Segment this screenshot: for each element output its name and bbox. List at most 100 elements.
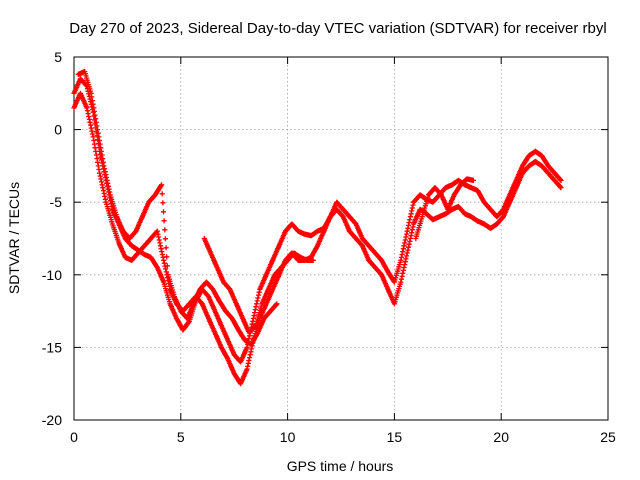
data-point [97, 170, 103, 176]
data-point [254, 301, 260, 307]
data-point [401, 243, 407, 249]
data-point [400, 249, 406, 255]
data-point [407, 214, 413, 220]
data-point [406, 219, 412, 226]
data-point [398, 276, 404, 282]
data-point [310, 257, 316, 263]
x-tick-label: 15 [387, 429, 403, 445]
data-point [90, 101, 96, 107]
data-point [159, 251, 165, 258]
data-point [95, 159, 101, 165]
data-point [106, 186, 112, 192]
data-point [249, 321, 255, 327]
data-point [558, 177, 564, 183]
data-point [401, 264, 407, 271]
data-point [161, 218, 167, 224]
data-point [98, 148, 104, 154]
y-tick-label: -10 [42, 267, 62, 283]
data-point [400, 270, 406, 276]
data-point [409, 227, 415, 233]
data-point [404, 228, 410, 234]
y-tick-label: 5 [54, 49, 62, 65]
y-tick-label: -5 [50, 194, 63, 210]
data-point [244, 344, 250, 350]
data-point [98, 176, 104, 182]
data-point [407, 235, 413, 242]
data-point [403, 256, 409, 262]
data-point [90, 134, 96, 140]
data-point [470, 177, 476, 183]
data-point [244, 366, 250, 372]
series-track-3 [75, 68, 280, 348]
data-point [274, 301, 280, 307]
data-point [398, 254, 404, 260]
data-point [101, 190, 107, 197]
series-track-4 [201, 235, 316, 336]
data-point [162, 227, 168, 233]
x-tick-label: 10 [280, 429, 296, 445]
y-tick-label: -15 [42, 339, 62, 355]
data-point [93, 119, 99, 125]
data-point [158, 183, 164, 189]
x-tick-label: 5 [177, 429, 185, 445]
data-point [161, 257, 167, 263]
data-point [89, 128, 95, 134]
data-point [247, 352, 253, 358]
data-point [246, 357, 252, 364]
data-point [252, 323, 258, 329]
data-point [105, 180, 111, 186]
data-point [100, 185, 106, 191]
data-point [155, 231, 161, 237]
plot-border [73, 56, 609, 421]
series-track-2 [71, 90, 564, 387]
data-point [406, 241, 412, 247]
data-point [159, 182, 165, 188]
x-axis: 0 5 10 15 20 25 [70, 57, 616, 445]
y-axis: 5 0 -5 -10 -15 -20 [42, 49, 608, 428]
data-point [164, 263, 170, 269]
data-point [404, 250, 410, 256]
data-point [92, 145, 98, 151]
data-point [162, 236, 168, 242]
x-axis-label: GPS time / hours [287, 458, 394, 474]
series-layer [71, 68, 564, 387]
plot-area [74, 57, 608, 420]
y-axis-label: SDTVAR / TECUs [6, 182, 22, 294]
data-point [92, 112, 98, 118]
y-tick-label: -20 [42, 412, 62, 428]
data-point [156, 237, 162, 243]
data-point [163, 245, 169, 251]
data-point [558, 185, 564, 191]
series-track-5 [413, 176, 476, 242]
data-point [255, 295, 261, 301]
data-point [86, 113, 92, 120]
data-point [84, 105, 90, 111]
data-point [96, 137, 102, 144]
data-point [158, 246, 164, 252]
plot-frame [73, 56, 609, 421]
data-point [252, 307, 258, 313]
x-tick-label: 25 [600, 429, 616, 445]
data-point [100, 156, 106, 162]
data-point [103, 172, 109, 178]
data-point [101, 166, 108, 172]
x-tick-label: 20 [493, 429, 509, 445]
plot-background [74, 57, 608, 420]
data-point [160, 200, 166, 206]
data-point [160, 209, 167, 215]
data-point [403, 234, 409, 240]
data-point [164, 254, 170, 260]
x-tick-label: 0 [70, 429, 78, 445]
data-point [87, 119, 93, 125]
chart-title: Day 270 of 2023, Sidereal Day-to-day VTE… [69, 20, 606, 37]
data-point [159, 191, 165, 197]
data-point [250, 315, 256, 321]
y-tick-label: 0 [54, 122, 62, 138]
data-point [89, 94, 95, 100]
data-point [95, 130, 101, 136]
data-point [93, 152, 99, 158]
data-point [409, 205, 415, 211]
data-point [163, 266, 169, 272]
